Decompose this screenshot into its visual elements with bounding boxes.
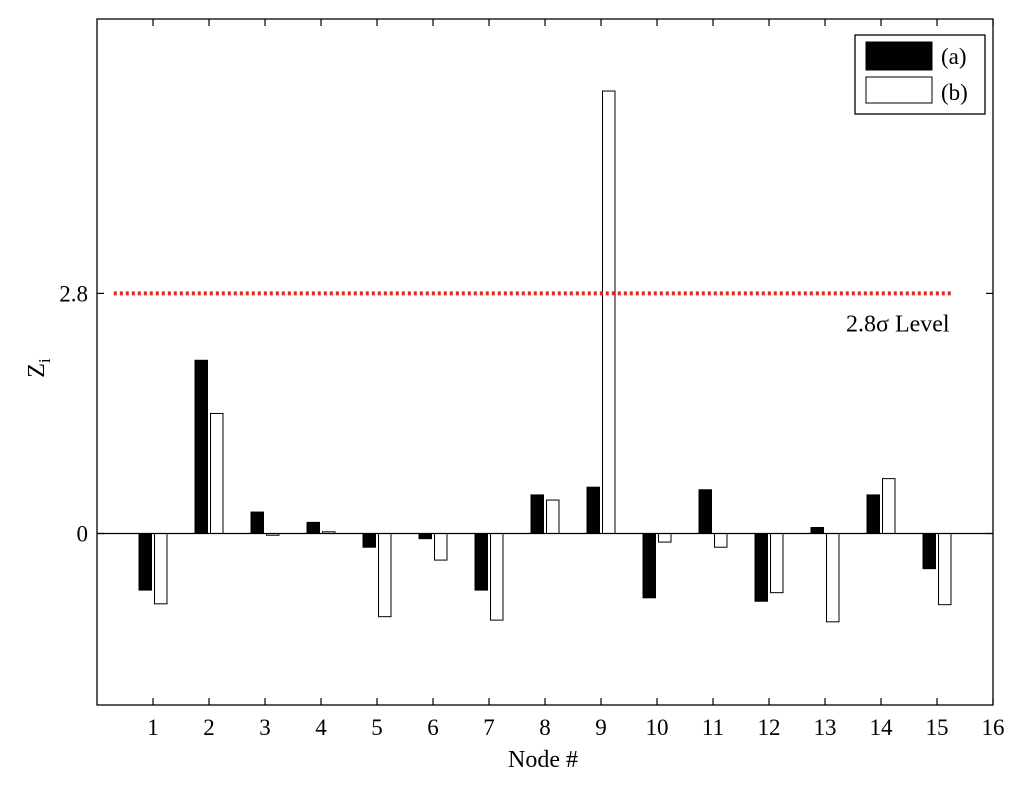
bar-a-node-7 (474, 533, 488, 591)
y-axis-label-subscript: i (35, 358, 54, 363)
y-tick-label: 2.8 (59, 281, 88, 306)
y-tick-label: 0 (77, 522, 89, 547)
bars-group (138, 90, 952, 623)
bar-a-node-3 (250, 511, 264, 534)
bar-a-node-2 (194, 359, 208, 534)
bar-a-node-1 (138, 533, 152, 591)
bar-a-node-10 (642, 533, 656, 599)
bar-a-node-9 (586, 486, 600, 535)
bar-a-node-14 (866, 494, 880, 535)
bar-a-node-4 (306, 521, 320, 534)
bar-b-node-1 (154, 533, 168, 605)
y-axis-label: Zi (24, 358, 54, 378)
x-axis-ticks: 1 2 3 4 5 6 7 8 9 10 11 12 13 14 15 16 (147, 19, 1005, 740)
x-tick-label: 5 (371, 715, 383, 740)
bar-b-node-14 (882, 478, 896, 534)
x-tick-label: 11 (702, 715, 724, 740)
bar-b-node-5 (378, 533, 392, 618)
x-tick-label: 10 (646, 715, 669, 740)
bar-b-node-8 (546, 499, 560, 534)
x-tick-label: 15 (926, 715, 949, 740)
y-axis-ticks: 02.8 (59, 281, 993, 547)
bar-a-node-13 (810, 526, 824, 534)
bar-b-node-6 (434, 533, 448, 561)
bar-b-node-12 (770, 533, 784, 594)
bar-b-node-11 (714, 533, 728, 548)
bar-b-node-15 (938, 533, 952, 606)
y-axis-label-main: Z (24, 363, 50, 378)
x-tick-label: 9 (595, 715, 607, 740)
x-tick-label: 16 (982, 715, 1005, 740)
x-tick-label: 8 (539, 715, 551, 740)
x-tick-label: 14 (870, 715, 894, 740)
bar-a-node-5 (362, 533, 376, 548)
legend-label-a: (a) (941, 44, 967, 69)
x-tick-label: 4 (315, 715, 327, 740)
x-tick-label: 13 (814, 715, 837, 740)
bar-b-node-7 (490, 533, 504, 621)
x-axis-label: Node # (508, 747, 578, 773)
legend: (a) (b) (854, 34, 986, 115)
bar-b-node-9 (602, 90, 616, 534)
x-tick-label: 1 (147, 715, 159, 740)
legend-swatch-a (865, 41, 933, 71)
x-tick-label: 7 (483, 715, 495, 740)
bar-a-node-12 (754, 533, 768, 602)
bar-b-node-2 (210, 412, 224, 535)
bar-a-node-8 (530, 494, 544, 535)
legend-swatch-b (865, 76, 933, 104)
x-tick-label: 2 (203, 715, 215, 740)
svg-text:Zi: Zi (24, 358, 54, 378)
x-tick-label: 3 (259, 715, 271, 740)
bar-b-node-13 (826, 533, 840, 623)
plot-area (96, 18, 994, 706)
x-tick-label: 6 (427, 715, 439, 740)
bar-a-node-6 (418, 533, 432, 540)
legend-label-b: (b) (941, 80, 968, 105)
x-tick-label: 12 (758, 715, 781, 740)
bar-a-node-11 (698, 489, 712, 534)
threshold-label: 2.8σ Level (846, 311, 950, 337)
bar-b-node-10 (658, 533, 672, 543)
bar-a-node-15 (922, 533, 936, 570)
